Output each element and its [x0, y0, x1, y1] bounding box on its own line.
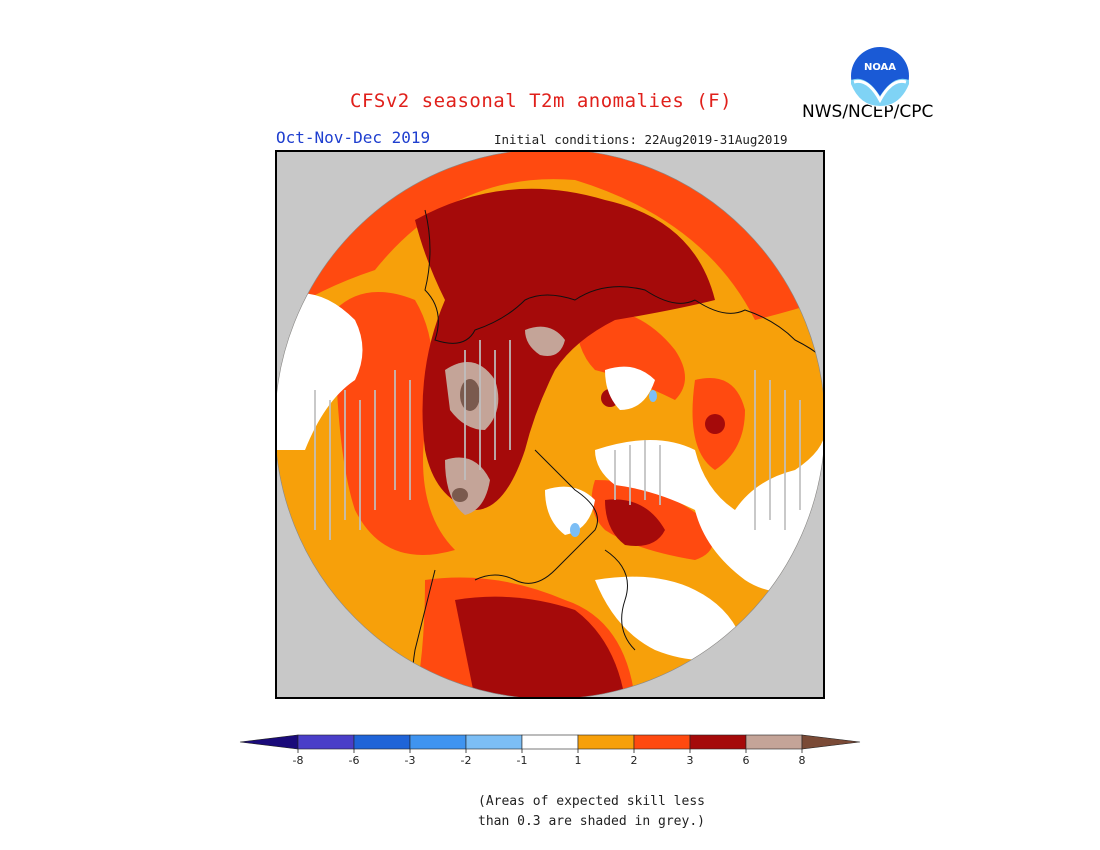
legend-tick-label: -2: [461, 754, 472, 767]
legend-ticks: -8 -6 -3 -2 -1 1 2 3 6 8: [293, 749, 806, 767]
legend-tick-label: 6: [743, 754, 750, 767]
legend-tick-label: -6: [349, 754, 360, 767]
noaa-logo: NOAA: [849, 45, 911, 107]
legend-swatch: [521, 734, 579, 750]
legend-swatch: [745, 734, 803, 750]
legend-swatches: [239, 734, 861, 750]
legend-tick-label: 8: [799, 754, 806, 767]
legend-tick-label: 1: [575, 754, 582, 767]
chart-title: CFSv2 seasonal T2m anomalies (F): [350, 90, 733, 112]
color-legend: -8 -6 -3 -2 -1 1 2 3 6 8: [239, 734, 861, 767]
legend-swatch: [297, 734, 355, 750]
legend-swatch: [633, 734, 691, 750]
skill-note: (Areas of expected skill less than 0.3 a…: [478, 792, 705, 832]
skill-note-line-2: than 0.3 are shaded in grey.): [478, 814, 705, 829]
legend-tick-label: -1: [517, 754, 528, 767]
legend-tick-label: 3: [687, 754, 694, 767]
legend-tick-label: -3: [405, 754, 416, 767]
legend-swatch: [689, 734, 747, 750]
legend-swatch: [465, 734, 523, 750]
organization-label: NWS/NCEP/CPC: [802, 102, 934, 122]
legend-arrow-low: [239, 734, 299, 750]
legend-tick-label: -8: [293, 754, 304, 767]
initial-conditions-label: Initial conditions: 22Aug2019-31Aug2019: [494, 132, 788, 147]
legend-swatch: [353, 734, 411, 750]
legend-tick-label: 2: [631, 754, 638, 767]
legend-swatch: [577, 734, 635, 750]
skill-note-line-1: (Areas of expected skill less: [478, 794, 705, 809]
anomaly-field: [275, 150, 825, 699]
legend-swatch: [409, 734, 467, 750]
noaa-logo-text: NOAA: [864, 62, 896, 73]
legend-arrow-high: [801, 734, 861, 750]
map-frame: [275, 150, 825, 699]
temperature-anomaly-map: [275, 150, 825, 699]
season-label: Oct-Nov-Dec 2019: [276, 128, 431, 147]
